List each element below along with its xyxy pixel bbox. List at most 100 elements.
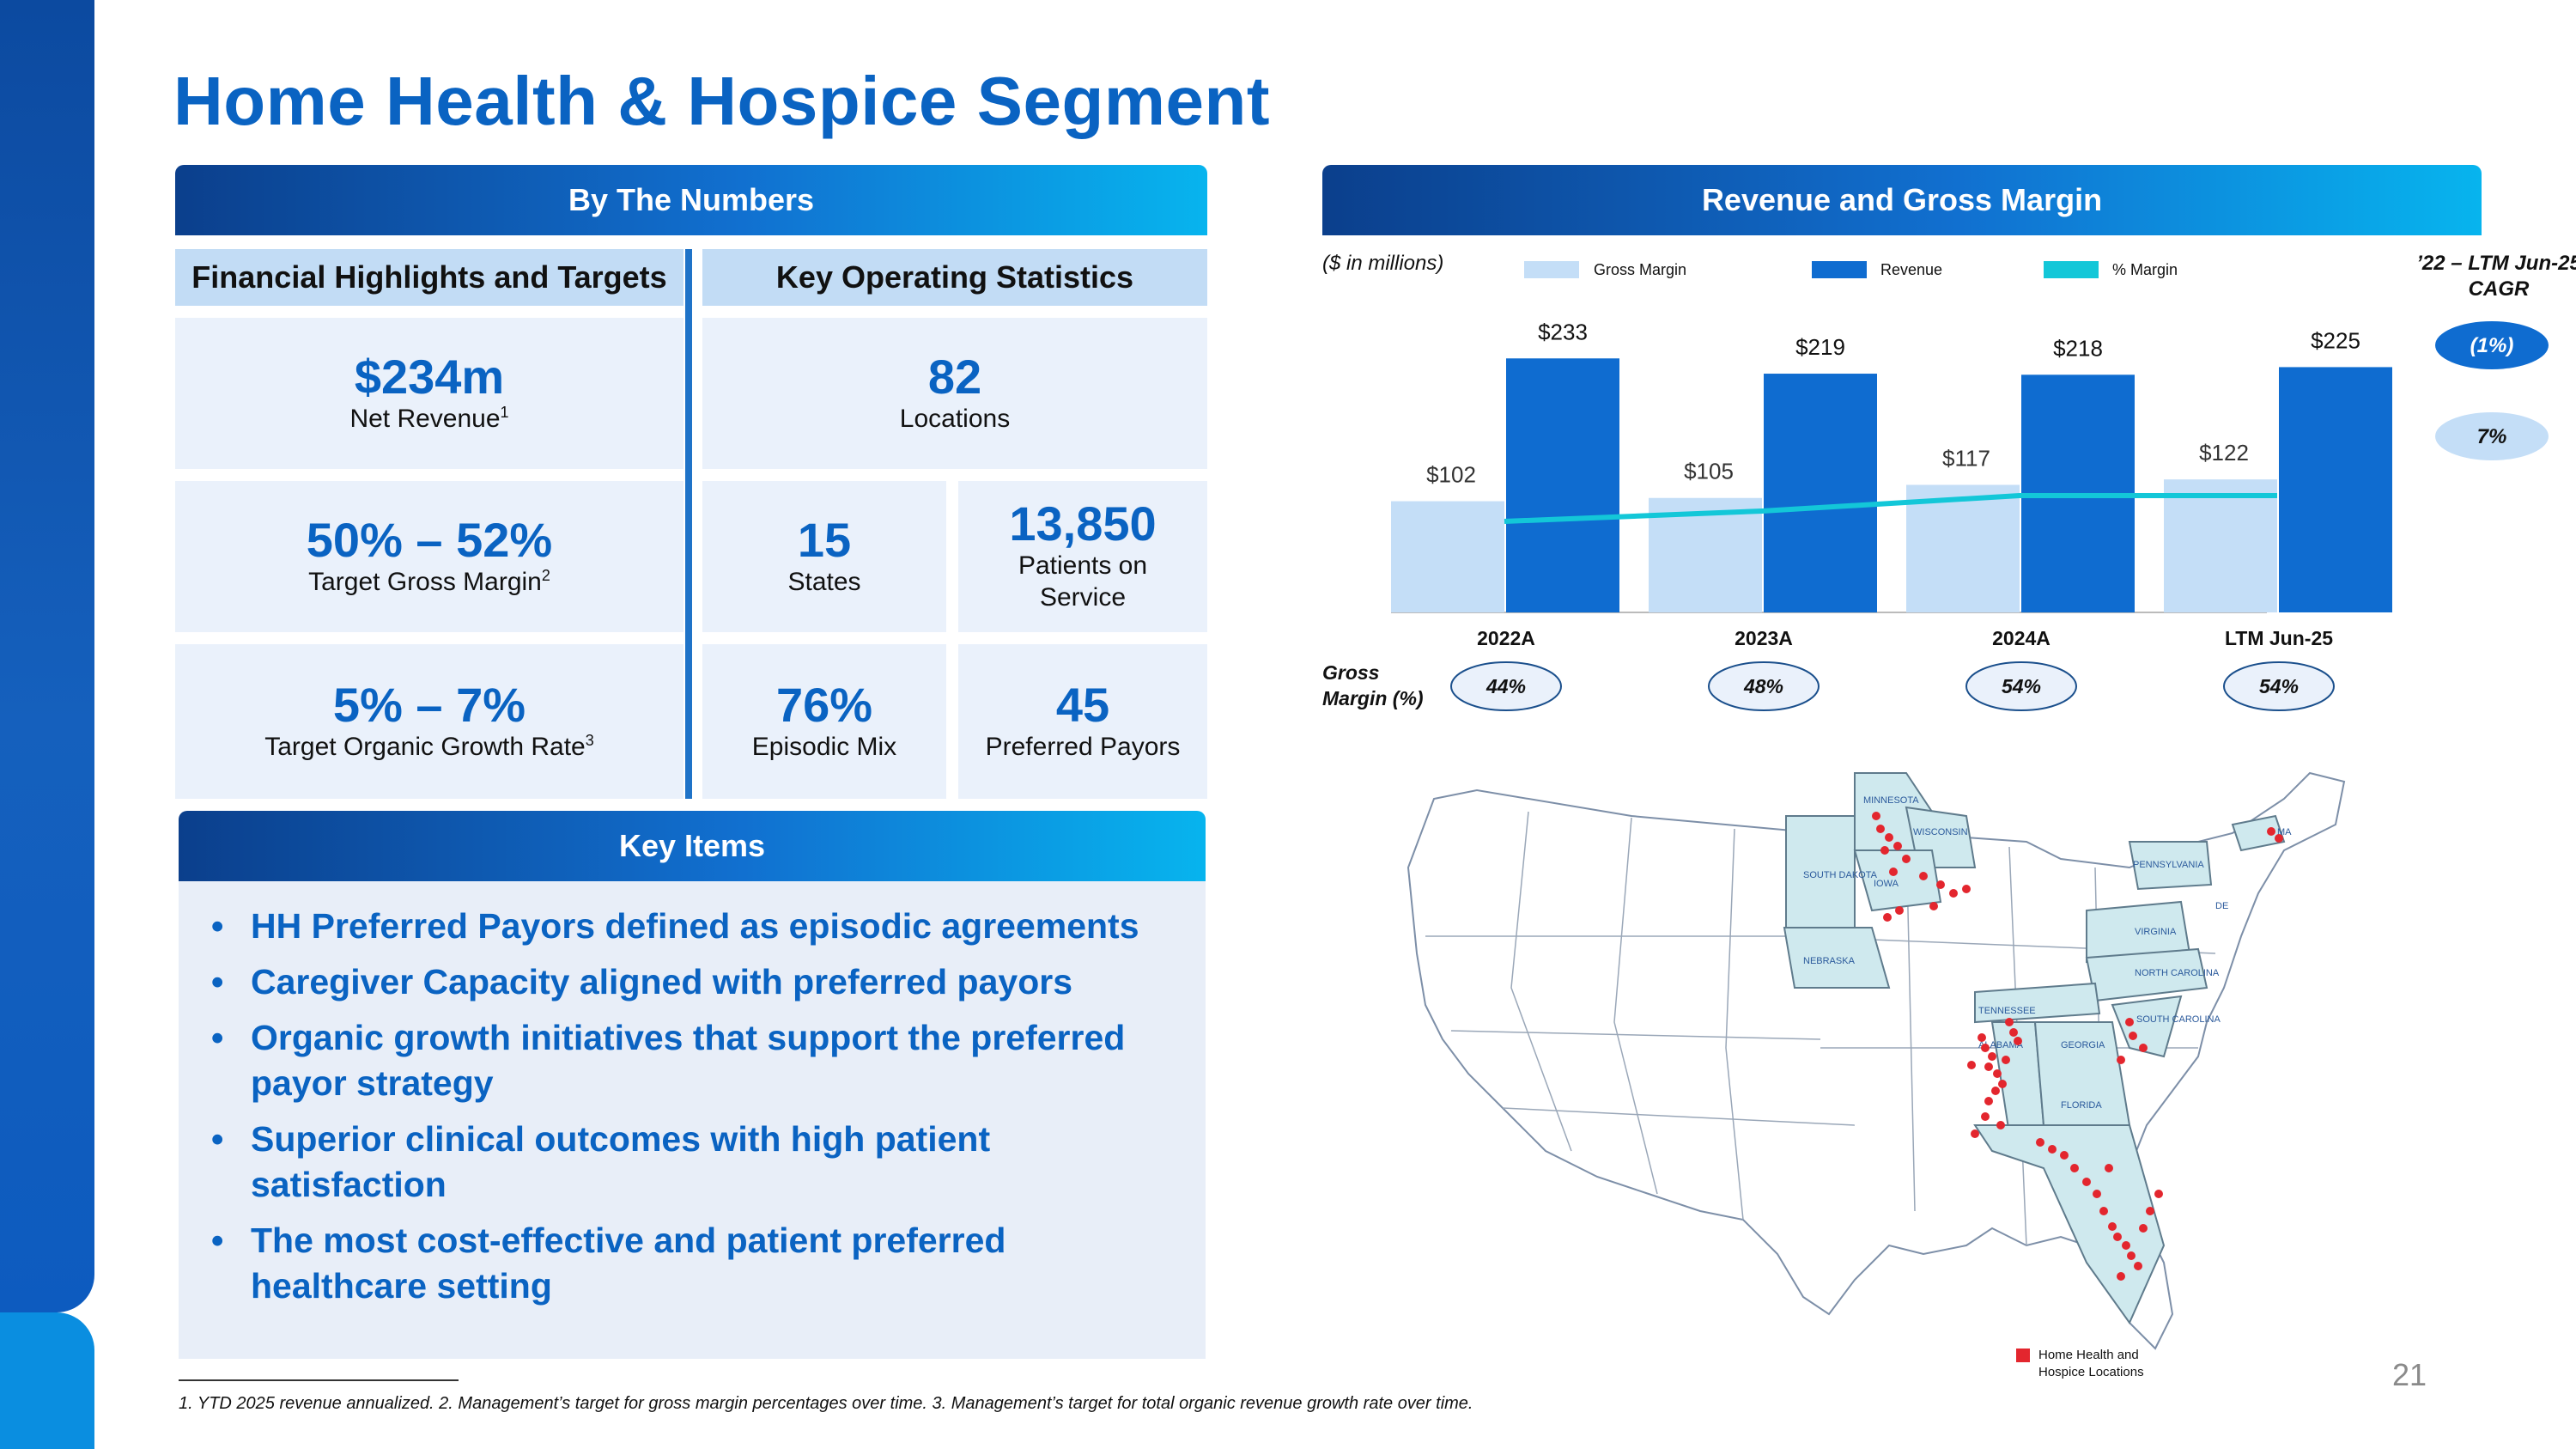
organic-growth-cell: 5% – 7% Target Organic Growth Rate3	[175, 644, 683, 799]
state-label: NEBRASKA	[1803, 956, 1856, 966]
location-dot	[2267, 827, 2275, 836]
state-label: DE	[2215, 901, 2228, 911]
preferred-payors-label: Preferred Payors	[985, 732, 1181, 761]
legend-swatch-revenue	[1812, 261, 1867, 278]
state-label: IOWA	[1874, 879, 1899, 889]
cagr-revenue-value: (1%)	[2470, 334, 2514, 357]
location-dot	[2129, 1032, 2137, 1040]
state-florida	[1973, 1124, 2166, 1325]
locations-cell: 82 Locations	[702, 318, 1207, 469]
gross-margin-bar-label: $122	[2199, 440, 2249, 466]
location-dot	[2146, 1207, 2154, 1215]
state-label: TENNESSEE	[1978, 1006, 2036, 1016]
legend-margin: % Margin	[2112, 261, 2178, 278]
location-dot	[2139, 1224, 2148, 1233]
key-items-list: HH Preferred Payors defined as episodic …	[206, 904, 1194, 1319]
location-dot	[2014, 1037, 2022, 1045]
location-dot	[2099, 1207, 2108, 1215]
bar-group: $102 $233 2022A 44% $105 $219 2023A 48% $117 $218…	[1391, 319, 2392, 711]
state-label: SOUTH DAKOTA	[1803, 870, 1878, 880]
states-cell: 15 States	[702, 481, 946, 632]
gross-margin-pct-label: 44%	[1485, 675, 1526, 697]
state-label: VIRGINIA	[2135, 927, 2177, 937]
preferred-payors-value: 45	[1055, 677, 1110, 732]
cagr-header-line1: ’22 – LTM Jun-25	[2416, 252, 2576, 275]
gross-margin-pct-label: 48%	[1743, 675, 1783, 697]
location-dot	[1988, 1052, 1996, 1061]
gross-margin-cell: 50% – 52% Target Gross Margin2	[175, 481, 683, 632]
location-dot	[2134, 1262, 2142, 1270]
x-tick-label: 2023A	[1735, 627, 1793, 649]
gross-margin-pill	[1708, 661, 1820, 711]
episodic-mix-label: Episodic Mix	[751, 732, 897, 761]
location-dot	[1929, 902, 1938, 910]
patients-value: 13,850	[1009, 496, 1157, 551]
state-label: PENNSYLVANIA	[2133, 860, 2204, 870]
footnote: 1. YTD 2025 revenue annualized. 2. Manag…	[179, 1394, 1473, 1413]
page-number: 21	[2392, 1357, 2427, 1392]
state-iowa	[1853, 849, 1942, 912]
location-dot	[1883, 913, 1892, 922]
location-dot	[1876, 825, 1885, 833]
locations-value: 82	[927, 349, 982, 404]
location-dot	[1971, 1129, 1979, 1138]
list-item: HH Preferred Payors defined as episodic …	[206, 904, 1194, 949]
revenue-bar-label: $225	[2311, 327, 2360, 353]
states-value: 15	[797, 512, 852, 567]
net-revenue-value: $234m	[354, 349, 505, 404]
footnote-rule	[179, 1379, 459, 1381]
list-item: Caregiver Capacity aligned with preferre…	[206, 959, 1194, 1005]
list-item: Superior clinical outcomes with high pat…	[206, 1117, 1194, 1208]
location-dot	[2093, 1190, 2101, 1198]
states-label: States	[787, 567, 861, 596]
state-label: SOUTH CAROLINA	[2136, 1014, 2221, 1025]
page-title: Home Health & Hospice Segment	[173, 63, 1270, 139]
location-dot	[1996, 1121, 2005, 1129]
location-dots	[1872, 812, 2283, 1281]
episodic-mix-cell: 76% Episodic Mix	[702, 644, 946, 799]
location-dot	[2105, 1164, 2113, 1172]
margin-row-label-line1: Gross	[1322, 661, 1379, 684]
gross-margin-value: 50% – 52%	[306, 512, 553, 567]
location-dot	[2005, 1018, 2014, 1026]
cagr-header-line2: CAGR	[2469, 277, 2530, 301]
key-items-header: Key Items	[179, 811, 1206, 881]
location-dot	[1962, 885, 1971, 893]
location-dot	[2048, 1145, 2057, 1154]
location-dot	[1993, 1069, 2002, 1078]
legend-revenue: Revenue	[1880, 261, 1942, 278]
location-dot	[2002, 1056, 2010, 1064]
units-note: ($ in millions)	[1322, 252, 1443, 275]
brand-side-bar-accent	[0, 1312, 94, 1449]
location-dot	[1872, 812, 1880, 820]
state-tennessee	[1974, 982, 2101, 1024]
state-label: NORTH CAROLINA	[2135, 968, 2220, 978]
location-dot	[2117, 1272, 2125, 1281]
cagr-gross-margin-value: 7%	[2477, 425, 2507, 448]
location-dot	[1902, 855, 1911, 863]
list-item: The most cost-effective and patient pref…	[206, 1218, 1194, 1309]
location-dot	[2125, 1018, 2134, 1026]
legend-swatch-margin	[2044, 261, 2099, 278]
gross-margin-pill	[1965, 661, 2077, 711]
legend-gross-margin: Gross Margin	[1594, 261, 1686, 278]
state-label: FLORIDA	[2061, 1100, 2102, 1111]
state-south-carolina	[2111, 995, 2183, 1058]
location-dot	[1981, 1044, 1990, 1052]
patients-label-line1: Patients on	[1018, 551, 1148, 580]
map-legend-line1: Home Health and	[2038, 1348, 2139, 1362]
cagr-gross-margin-pill	[2435, 412, 2549, 460]
key-operating-statistics-header: Key Operating Statistics	[702, 249, 1207, 306]
location-dot	[2113, 1233, 2122, 1241]
organic-growth-label: Target Organic Growth Rate3	[264, 731, 594, 761]
location-dot	[1936, 880, 1945, 889]
location-dot	[2082, 1178, 2091, 1186]
revenue-bar	[1506, 358, 1619, 612]
gross-margin-label: Target Gross Margin2	[308, 566, 550, 596]
highlighted-states	[1783, 772, 2286, 1325]
state-label: WISCONSIN	[1913, 827, 1968, 837]
location-dot	[1895, 906, 1904, 915]
patients-cell: 13,850 Patients on Service	[958, 481, 1207, 632]
